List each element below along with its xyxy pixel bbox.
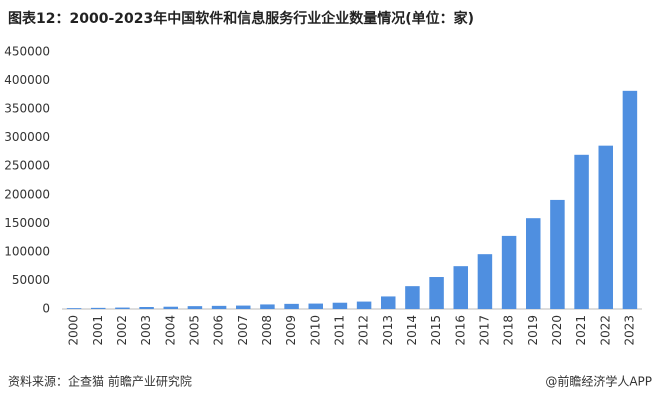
- x-tick-label: 2000: [67, 315, 81, 346]
- bar: [598, 145, 613, 309]
- x-tick-label: 2005: [187, 315, 201, 346]
- bar: [622, 90, 638, 309]
- credit: @前瞻经济学人APP: [545, 374, 652, 389]
- x-tick-label: 2011: [332, 315, 346, 346]
- chart-title: 图表12：2000-2023年中国软件和信息服务行业企业数量情况(单位：家): [8, 10, 474, 27]
- bar: [260, 304, 275, 309]
- bar: [429, 277, 444, 309]
- x-tick-label: 2018: [502, 315, 516, 346]
- x-tick-label: 2003: [139, 315, 153, 346]
- y-tick-label: 300000: [4, 130, 50, 144]
- bar: [115, 307, 130, 309]
- bar: [284, 303, 299, 309]
- bar: [66, 308, 82, 309]
- x-tick-label: 2014: [405, 315, 419, 346]
- x-tick-label: 2019: [526, 315, 540, 346]
- bar: [356, 301, 372, 309]
- x-tick-label: 2002: [115, 315, 129, 346]
- bar: [381, 296, 396, 309]
- bar: [501, 235, 517, 309]
- y-tick-label: 250000: [4, 159, 50, 173]
- y-tick-label: 350000: [4, 102, 50, 116]
- x-tick-label: 2021: [574, 315, 588, 346]
- y-tick-label: 200000: [4, 187, 50, 201]
- x-tick-label: 2006: [212, 315, 226, 346]
- bar: [211, 305, 227, 309]
- x-tick-label: 2012: [357, 315, 371, 346]
- x-tick-label: 2010: [308, 315, 322, 346]
- y-tick-label: 50000: [12, 273, 50, 287]
- bar: [163, 306, 178, 309]
- x-tick-label: 2016: [453, 315, 467, 346]
- bar: [91, 307, 106, 309]
- bar: [405, 286, 420, 309]
- x-tick-label: 2001: [91, 315, 105, 346]
- x-tick-label: 2023: [622, 315, 636, 346]
- bar: [332, 302, 348, 309]
- bar: [477, 254, 493, 309]
- x-tick-label: 2022: [598, 315, 612, 346]
- x-tick-label: 2017: [477, 315, 491, 346]
- source: 资料来源：企查猫 前瞻产业研究院: [8, 374, 192, 389]
- bar: [139, 307, 154, 309]
- y-tick-label: 450000: [4, 45, 50, 59]
- bar: [550, 199, 565, 309]
- bar: [187, 306, 203, 309]
- bar: [308, 303, 323, 309]
- x-tick-label: 2008: [260, 315, 274, 346]
- y-tick-label: 400000: [4, 73, 50, 87]
- x-tick-label: 2013: [381, 315, 395, 346]
- x-tick-label: 2020: [550, 315, 564, 346]
- bar: [526, 218, 541, 309]
- x-tick-label: 2007: [236, 315, 250, 346]
- bar: [236, 305, 251, 309]
- bar: [453, 266, 468, 309]
- x-tick-label: 2015: [429, 315, 443, 346]
- y-tick-label: 0: [42, 302, 50, 316]
- y-tick-label: 100000: [4, 244, 50, 258]
- y-tick-label: 150000: [4, 216, 50, 230]
- x-tick-label: 2004: [163, 315, 177, 346]
- bar: [574, 154, 589, 309]
- x-tick-label: 2009: [284, 315, 298, 346]
